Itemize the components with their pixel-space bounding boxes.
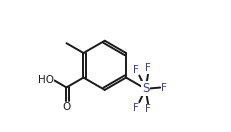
Text: F: F [132, 103, 138, 113]
Text: F: F [160, 82, 166, 93]
Text: S: S [141, 82, 149, 95]
Text: HO: HO [37, 75, 53, 85]
Text: O: O [62, 102, 70, 112]
Text: F: F [132, 65, 138, 75]
Text: F: F [145, 104, 150, 114]
Text: F: F [145, 63, 150, 73]
